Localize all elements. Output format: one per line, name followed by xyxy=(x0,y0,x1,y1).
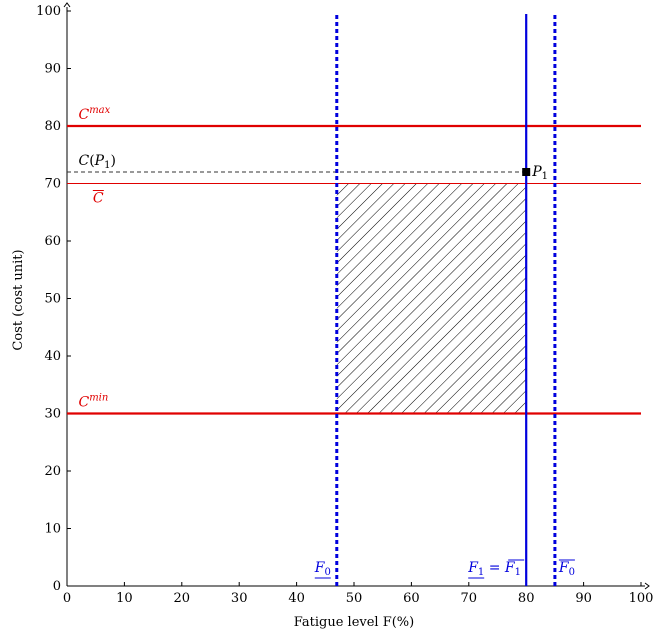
x-tick-label: 90 xyxy=(575,591,592,606)
y-tick-label: 40 xyxy=(44,349,61,364)
y-tick-label: 10 xyxy=(44,522,61,537)
y-tick-label: 100 xyxy=(36,4,61,19)
vline-label: F1 = F1 xyxy=(467,560,521,578)
x-axis-label: Fatigue level F(%) xyxy=(294,615,415,630)
y-axis-label: Cost (cost unit) xyxy=(11,249,26,350)
x-tick-label: 80 xyxy=(518,591,535,606)
point-p1 xyxy=(522,168,530,176)
x-tick-label: 0 xyxy=(63,591,71,606)
y-tick-label: 90 xyxy=(44,62,61,77)
y-tick-label: 30 xyxy=(44,407,61,422)
x-tick-label: 100 xyxy=(629,591,654,606)
x-tick-label: 20 xyxy=(174,591,191,606)
y-axis-arrow xyxy=(64,3,70,7)
y-tick-label: 70 xyxy=(44,177,61,192)
y-tick-label: 20 xyxy=(44,464,61,479)
plot-area: 0 10 20 30 40 50 60 70 80 90 100 0 10 20 30 40 50 60 70 80 9… xyxy=(36,3,653,606)
shaded-region xyxy=(337,184,526,414)
y-tick-label: 50 xyxy=(44,292,61,307)
x-tick-label: 10 xyxy=(116,591,133,606)
hline-label: C xyxy=(93,191,104,207)
x-tick-label: 30 xyxy=(231,591,248,606)
x-axis-arrow xyxy=(645,583,649,589)
y-tick-label: 0 xyxy=(53,579,61,594)
vline-label: F0 xyxy=(314,560,331,578)
x-tick-label: 70 xyxy=(461,591,478,606)
hline-label: Cmax xyxy=(78,105,110,123)
x-tick-label: 40 xyxy=(288,591,305,606)
hline-label: Cmin xyxy=(78,393,108,411)
point-p1-label: P1 xyxy=(531,164,548,182)
y-tick-label: 80 xyxy=(44,119,61,134)
x-tick-label: 60 xyxy=(403,591,420,606)
y-tick-label: 60 xyxy=(44,234,61,249)
x-tick-label: 50 xyxy=(346,591,363,606)
reference-line-label: C(P1) xyxy=(78,153,115,171)
vline-label: F0 xyxy=(558,560,575,578)
